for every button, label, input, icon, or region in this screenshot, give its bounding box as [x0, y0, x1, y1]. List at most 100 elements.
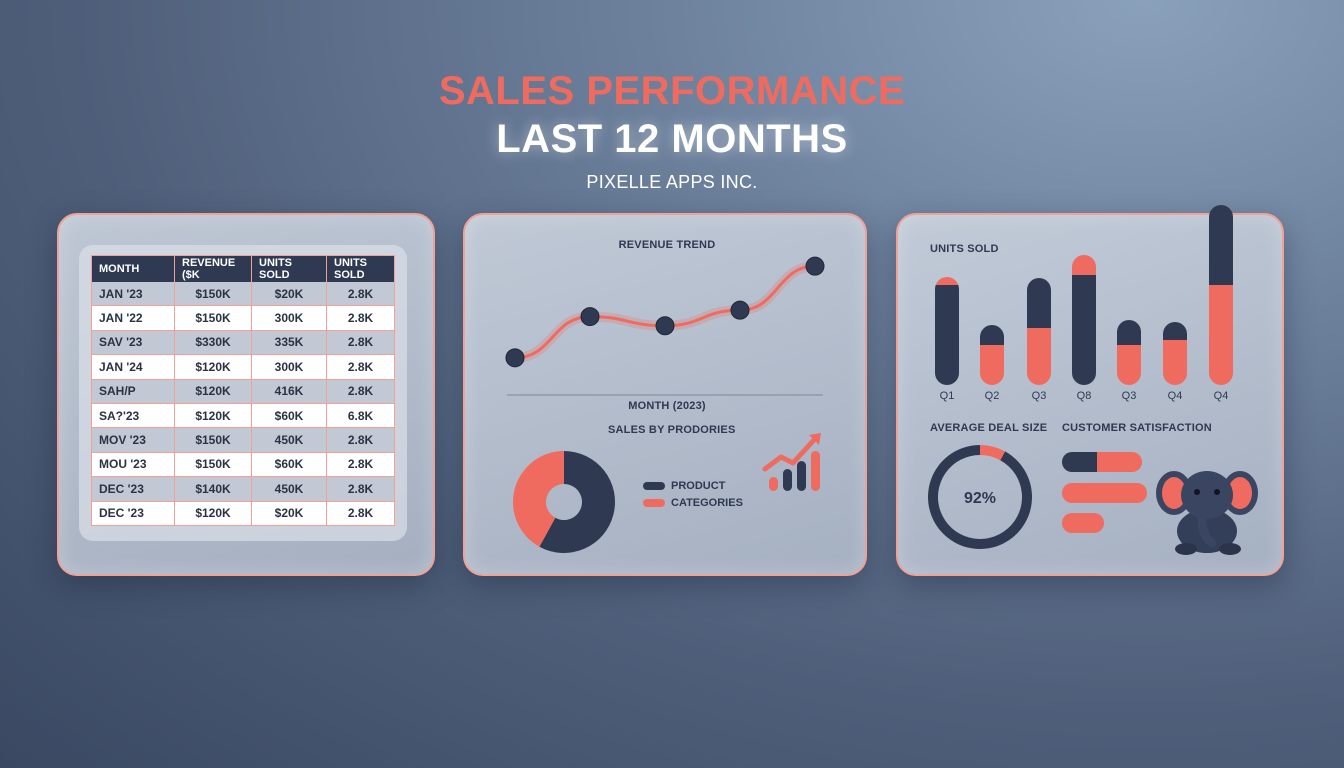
table-cell: JAN '22: [91, 305, 175, 331]
avg-deal-segment-rest: [980, 445, 1006, 461]
units-bar-segment-navy: [1027, 278, 1051, 328]
units-bar-segment-navy: [1163, 322, 1187, 340]
table-cell: JAN '23: [91, 282, 175, 307]
column-header: UNITS SOLD: [251, 255, 327, 282]
table-cell: 450K: [251, 476, 327, 502]
table-cell: MOU '23: [91, 452, 175, 478]
revenue-data-point: [805, 256, 825, 276]
units-bar-segment-navy: [1117, 320, 1141, 345]
table-row: SAH/P $120K 416K 2.8K: [91, 379, 395, 404]
units-tick-label: Q4: [1214, 390, 1229, 402]
satisfaction-bar: [1062, 513, 1104, 533]
table-cell: 2.8K: [326, 427, 395, 453]
satisfaction-bar-chart: [1062, 452, 1147, 533]
table-cell: $20K: [251, 282, 327, 307]
satisfaction-bar-segment-coral: [1062, 513, 1104, 533]
revenue-panel: REVENUE TREND MONTH (2023) SALES BY PROD…: [463, 213, 867, 576]
revenue-trend-chart: [505, 256, 825, 396]
table-cell: $140K: [174, 476, 252, 502]
units-bar-segment-coral: [980, 345, 1004, 385]
units-tick-label: Q1: [940, 390, 955, 402]
avg-deal-donut-chart: 92%: [928, 445, 1032, 549]
units-bar: [980, 325, 1004, 385]
table-cell: $20K: [251, 501, 327, 526]
units-bar-segment-coral: [1163, 340, 1187, 385]
units-sold-chart: Q1 Q2 Q3 Q8 Q3 Q4 Q4: [935, 205, 1233, 402]
table-cell: SAH/P: [91, 379, 175, 404]
table-cell: 2.8K: [326, 452, 395, 478]
table-cell: $150K: [174, 452, 252, 478]
legend-swatch-coral: [643, 498, 665, 507]
units-tick-label: Q4: [1168, 390, 1183, 402]
satisfaction-bar-segment-coral: [1097, 452, 1142, 472]
revenue-data-point: [730, 300, 750, 320]
satisfaction-bar-segment-navy: [1062, 452, 1097, 472]
table-cell: 6.8K: [326, 403, 395, 429]
table-container: MONTH REVENUE ($K UNITS SOLD UNITS SOLD …: [79, 245, 407, 541]
table-cell: 2.8K: [326, 354, 395, 380]
table-cell: 300K: [251, 305, 327, 331]
revenue-data-point: [505, 348, 525, 368]
sales-by-slice-categories: [513, 451, 564, 547]
sales-by-slice-product: [539, 451, 615, 553]
legend-item-categories: CATEGORIES: [643, 494, 743, 511]
table-cell: $150K: [174, 427, 252, 453]
table-panel: MONTH REVENUE ($K UNITS SOLD UNITS SOLD …: [57, 213, 435, 576]
sales-by-title: SALES BY PRODORIES: [608, 424, 736, 436]
table-cell: $60K: [251, 452, 327, 478]
table-cell: MOV '23: [91, 427, 175, 453]
table-cell: $330K: [174, 330, 252, 356]
satisfaction-bar: [1062, 452, 1142, 472]
units-bar-segment-coral: [1117, 345, 1141, 385]
legend-item-product: PRODUCT: [643, 477, 743, 494]
table-cell: 2.8K: [326, 501, 395, 526]
company-name: PIXELLE APPS INC.: [586, 172, 758, 192]
revenue-data-point: [580, 307, 600, 327]
units-bar-segment-navy: [935, 285, 959, 385]
units-bar-segment-coral: [1027, 328, 1051, 385]
table-cell: $120K: [174, 501, 252, 526]
revenue-trend-xlabel: MONTH (2023): [628, 400, 706, 412]
table-row: SAV '23 $330K 335K 2.8K: [91, 330, 395, 356]
table-cell: 2.8K: [326, 282, 395, 307]
table-row: MOV '23 $150K 450K 2.8K: [91, 427, 395, 453]
units-tick-label: Q2: [985, 390, 1000, 402]
legend-label: CATEGORIES: [671, 496, 743, 509]
table-cell: 2.8K: [326, 476, 395, 502]
units-bar-segment-navy: [1209, 205, 1233, 285]
table-cell: $120K: [174, 403, 252, 429]
table-cell: 416K: [251, 379, 327, 404]
units-bar-segment-navy: [1072, 275, 1096, 385]
table-row: JAN '24 $120K 300K 2.8K: [91, 354, 395, 380]
legend-swatch-navy: [643, 481, 665, 490]
table-row: MOU '23 $150K $60K 2.8K: [91, 452, 395, 478]
table-row: DEC '23 $120K $20K 2.8K: [91, 501, 395, 526]
revenue-trend-title: REVENUE TREND: [618, 239, 716, 251]
table-cell: 300K: [251, 354, 327, 380]
table-cell: $120K: [174, 354, 252, 380]
table-row: SA?'23 $120K $60K 6.8K: [91, 403, 395, 429]
sales-by-donut-chart: [513, 451, 615, 553]
units-bar: [935, 277, 959, 385]
units-bar: [1163, 322, 1187, 385]
units-bar: [1117, 320, 1141, 385]
revenue-data-point: [655, 316, 675, 336]
sales-table: MONTH REVENUE ($K UNITS SOLD UNITS SOLD …: [91, 255, 395, 526]
header: SALES PERFORMANCE LAST 12 MONTHS PIXELLE…: [0, 66, 1344, 193]
elephant-mascot-icon: [1156, 471, 1258, 555]
table-cell: $60K: [251, 403, 327, 429]
avg-deal-value: 92%: [964, 490, 996, 507]
sales-by-legend: PRODUCT CATEGORIES: [643, 477, 743, 511]
page-subtitle: LAST 12 MONTHS: [496, 117, 848, 161]
units-bar-segment-coral: [935, 277, 959, 285]
units-tick-label: Q3: [1032, 390, 1047, 402]
table-row: JAN '22 $150K 300K 2.8K: [91, 305, 395, 331]
table-cell: SAV '23: [91, 330, 175, 356]
table-row: DEC '23 $140K 450K 2.8K: [91, 476, 395, 502]
growth-chart-icon: [762, 433, 821, 491]
table-cell: 2.8K: [326, 379, 395, 404]
table-header-row: MONTH REVENUE ($K UNITS SOLD UNITS SOLD: [91, 255, 395, 282]
table-cell: 2.8K: [326, 330, 395, 356]
table-cell: 450K: [251, 427, 327, 453]
units-sold-title: UNITS SOLD: [930, 243, 999, 255]
